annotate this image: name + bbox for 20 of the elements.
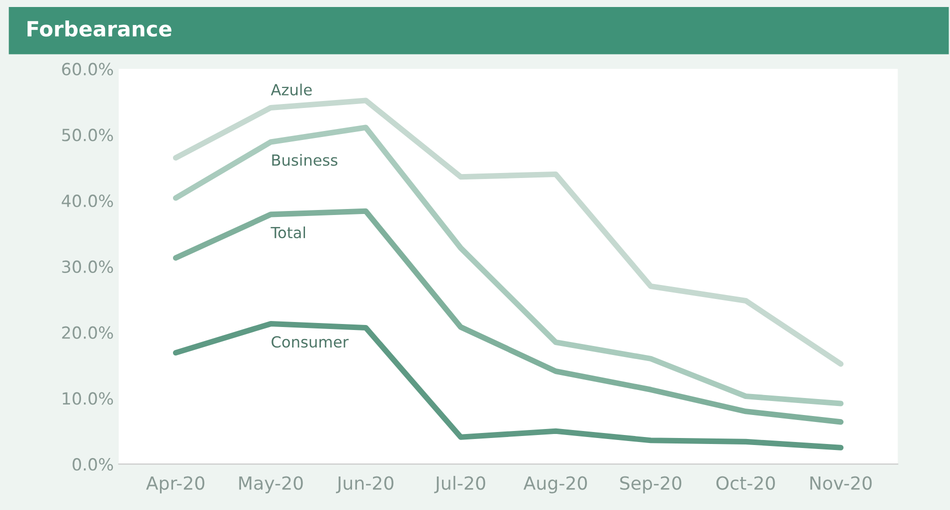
x-tick-label: Oct-20: [716, 476, 775, 490]
y-tick-label: 60.0%: [62, 62, 113, 76]
y-tick-label: 20.0%: [62, 326, 113, 339]
y-tick-label: 0.0%: [72, 458, 113, 471]
x-tick-label: May-20: [239, 476, 303, 494]
x-tick-label: Nov-20: [810, 476, 872, 490]
series-label: Total: [270, 226, 305, 238]
x-tick-label: Sep-20: [620, 476, 682, 494]
series-label: Consumer: [272, 336, 349, 348]
y-tick-label: 10.0%: [62, 392, 113, 405]
x-tick-label: Jun-20: [336, 476, 394, 494]
y-tick-label: 50.0%: [62, 128, 113, 142]
x-tick-label: Jul-20: [434, 476, 486, 494]
series-label: Azule: [270, 84, 312, 96]
x-tick-label: Apr-20: [146, 476, 204, 494]
x-tick-label: Aug-20: [524, 476, 587, 494]
series-label: Business: [272, 154, 338, 166]
chart-title: Forbearance: [28, 20, 172, 37]
y-tick-label: 30.0%: [62, 260, 113, 274]
y-tick-label: 40.0%: [62, 194, 113, 208]
